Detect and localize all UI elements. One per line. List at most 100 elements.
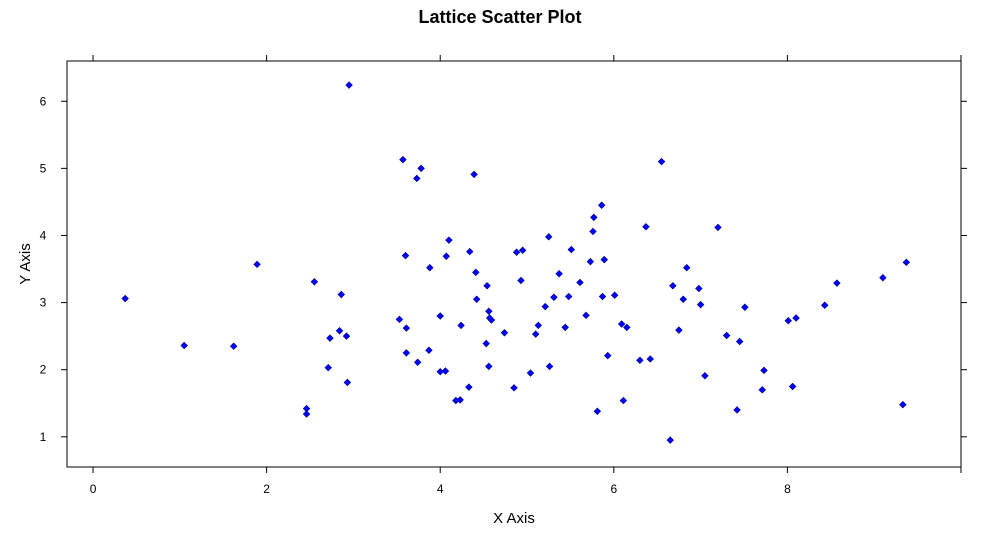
scatter-point bbox=[337, 290, 345, 299]
scatter-point bbox=[512, 248, 521, 256]
scatter-point bbox=[121, 294, 129, 303]
scatter-point bbox=[902, 258, 911, 267]
y-tick-label: 4 bbox=[40, 228, 47, 242]
scatter-point bbox=[457, 321, 465, 330]
scatter-point bbox=[564, 292, 573, 301]
scatter-point bbox=[784, 316, 793, 325]
scatter-point bbox=[695, 284, 703, 293]
scatter-point bbox=[413, 174, 421, 183]
scatter-point bbox=[561, 323, 569, 332]
scatter-point bbox=[482, 339, 490, 348]
scatter-point bbox=[593, 407, 602, 416]
scatter-point bbox=[666, 436, 674, 444]
scatter-point bbox=[741, 303, 749, 312]
scatter-point bbox=[426, 263, 434, 272]
scatter-point bbox=[679, 295, 687, 303]
x-axis: 0 2 4 6 8 bbox=[90, 55, 962, 496]
scatter-point bbox=[487, 316, 496, 324]
scatter-point bbox=[617, 320, 626, 328]
y-tick-label: 1 bbox=[40, 430, 47, 444]
scatter-point bbox=[483, 282, 491, 290]
x-axis-title: X Axis bbox=[493, 510, 535, 527]
scatter-point bbox=[310, 278, 319, 286]
x-tick-label: 4 bbox=[437, 482, 444, 496]
x-tick-label: 0 bbox=[90, 482, 97, 496]
scatter-point bbox=[302, 410, 311, 418]
scatter-point bbox=[326, 334, 334, 342]
y-tick-label: 2 bbox=[40, 363, 47, 377]
scatter-point bbox=[436, 312, 444, 320]
scatter-point bbox=[701, 372, 709, 380]
scatter-point bbox=[466, 247, 474, 256]
plot-frame bbox=[66, 60, 962, 468]
scatter-point bbox=[657, 157, 666, 166]
scatter-point bbox=[758, 386, 766, 394]
x-tick-label: 6 bbox=[610, 482, 617, 496]
scatter-point bbox=[675, 326, 683, 334]
scatter-point bbox=[445, 236, 453, 244]
chart-title: Lattice Scatter Plot bbox=[418, 7, 581, 27]
y-tick-label: 3 bbox=[40, 296, 47, 310]
y-axis-title: Y Axis bbox=[17, 243, 34, 284]
scatter-point bbox=[531, 330, 540, 338]
scatter-point bbox=[598, 292, 607, 301]
scatter-point bbox=[413, 358, 422, 367]
scatter-point bbox=[526, 369, 535, 377]
scatter-point bbox=[879, 274, 887, 282]
scatter-point bbox=[442, 252, 451, 261]
scatter-point bbox=[485, 362, 493, 371]
scatter-point bbox=[642, 223, 650, 231]
scatter-point bbox=[399, 155, 407, 164]
scatter-point bbox=[395, 315, 404, 324]
scatter-point bbox=[544, 233, 553, 241]
scatter-point bbox=[485, 307, 493, 316]
scatter-point bbox=[472, 268, 480, 277]
scatter-point bbox=[472, 295, 481, 303]
scatter-point bbox=[833, 279, 841, 287]
scatter-point bbox=[600, 255, 608, 264]
scatter-point bbox=[550, 293, 558, 301]
scatter-point bbox=[722, 331, 731, 340]
scatter-point bbox=[441, 367, 450, 375]
scatter-point bbox=[345, 81, 353, 89]
x-tick-label: 2 bbox=[263, 482, 270, 496]
scatter-point bbox=[456, 396, 464, 404]
scatter-point bbox=[425, 346, 433, 354]
scatter-point bbox=[465, 383, 473, 391]
scatter-point bbox=[545, 362, 554, 371]
scatter-point bbox=[735, 337, 744, 346]
scatter-point bbox=[760, 366, 768, 375]
scatter-point bbox=[582, 311, 590, 320]
scatter-point bbox=[555, 270, 563, 278]
scatter-point bbox=[610, 291, 619, 299]
scatter-point bbox=[636, 356, 644, 365]
scatter-point bbox=[402, 349, 411, 357]
scatter-point bbox=[589, 227, 597, 236]
scatter-point bbox=[518, 246, 527, 254]
scatter-point bbox=[590, 213, 598, 222]
scatter-point bbox=[821, 301, 829, 309]
scatter-point bbox=[401, 251, 410, 260]
scatter-point bbox=[229, 342, 238, 350]
y-axis: 1 2 3 4 5 6 bbox=[40, 94, 967, 444]
scatter-point bbox=[517, 276, 525, 285]
scatter-point bbox=[510, 384, 518, 392]
scatter-point bbox=[567, 245, 576, 254]
scatter-point bbox=[586, 257, 595, 266]
scatter-series bbox=[121, 81, 911, 444]
scatter-point bbox=[597, 201, 606, 210]
scatter-point bbox=[576, 278, 584, 287]
scatter-point bbox=[696, 300, 705, 309]
scatter-point bbox=[470, 170, 478, 179]
scatter-point bbox=[342, 332, 351, 340]
y-tick-label: 6 bbox=[40, 94, 47, 108]
scatter-point bbox=[402, 324, 411, 332]
scatter-point bbox=[324, 363, 332, 372]
scatter-point bbox=[604, 351, 612, 360]
scatter-point bbox=[335, 327, 344, 335]
scatter-point bbox=[623, 323, 631, 332]
scatter-point bbox=[343, 378, 352, 387]
scatter-point bbox=[714, 223, 722, 232]
scatter-point bbox=[180, 341, 188, 350]
